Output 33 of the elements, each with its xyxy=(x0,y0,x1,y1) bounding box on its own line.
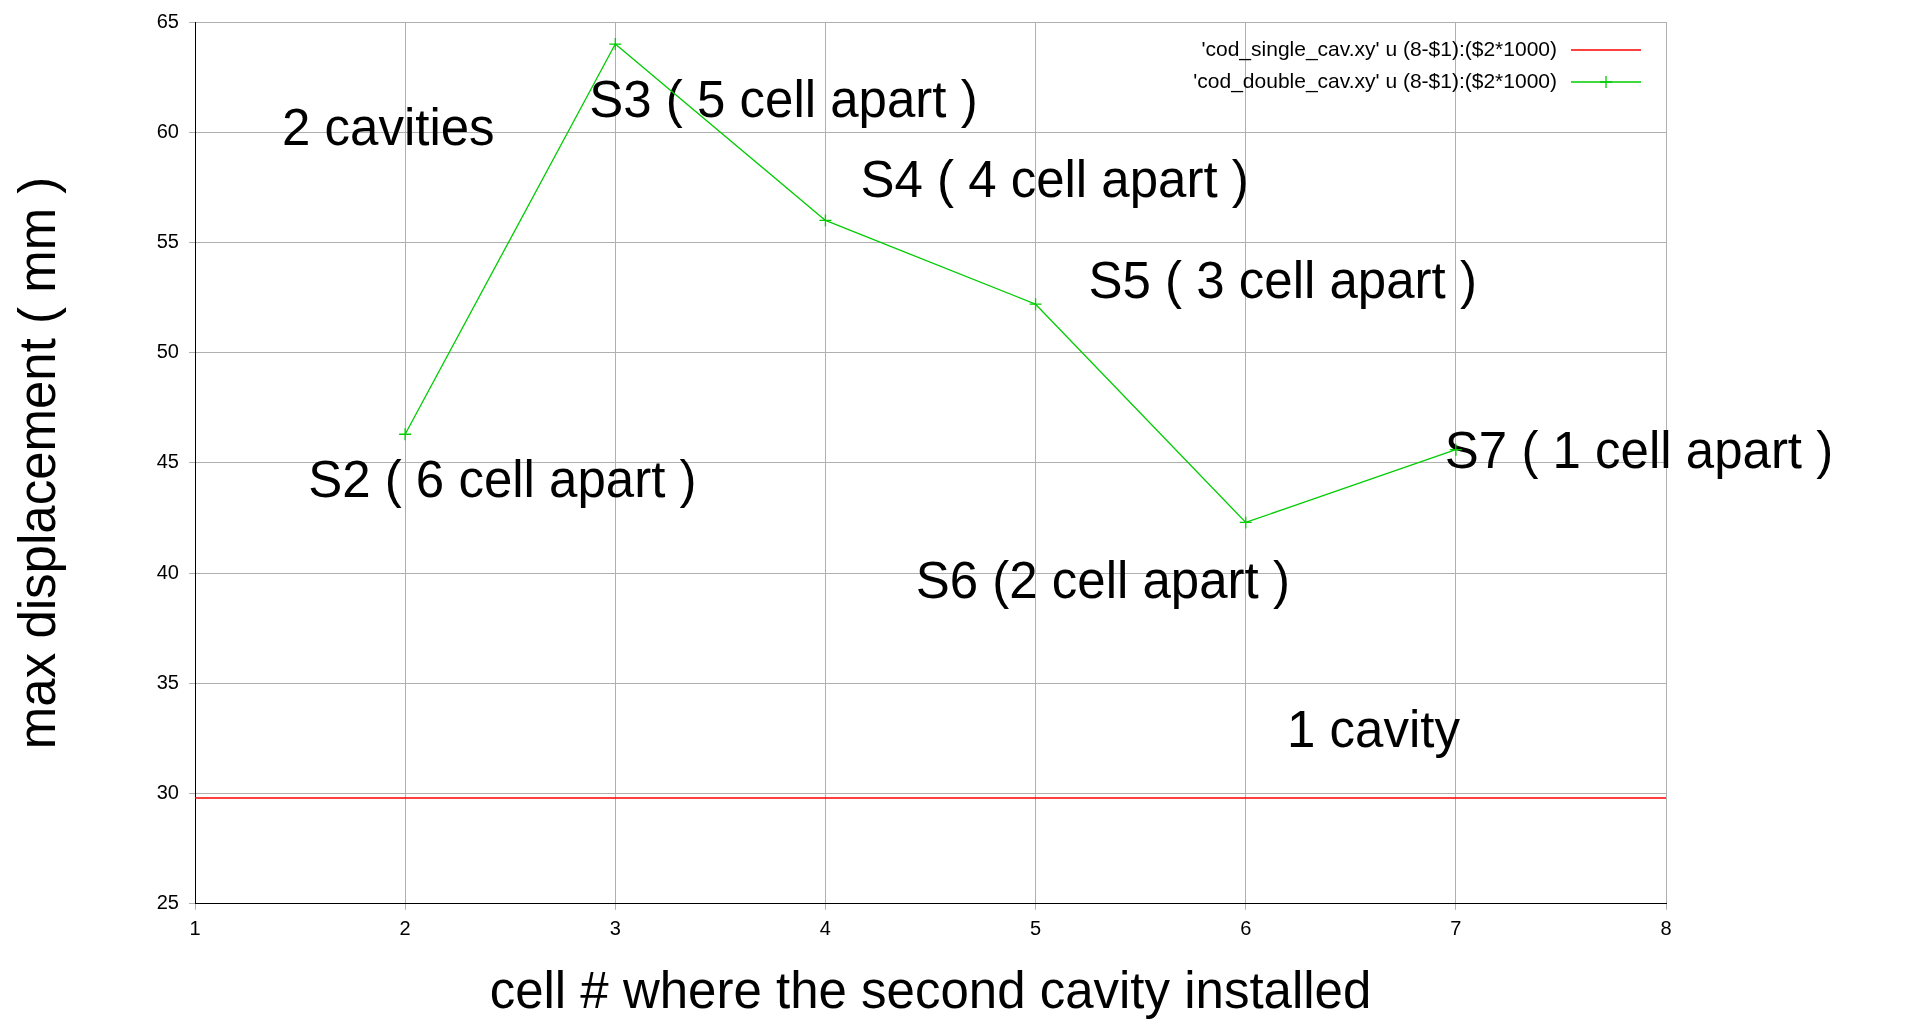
x-tick-label: 6 xyxy=(1240,917,1252,940)
point xyxy=(398,427,412,441)
legend-label: 'cod_double_cav.xy' u (8-$1):($2*1000) xyxy=(1193,68,1557,93)
annotation: S6 (2 cell apart ) xyxy=(915,552,1290,610)
y-tick-label: 65 xyxy=(156,9,179,32)
x-tick-label: 4 xyxy=(819,917,831,940)
y-axis-title: max displacement ( mm ) xyxy=(8,176,66,750)
x-axis-title: cell # where the second cavity installed xyxy=(489,962,1372,1020)
x-tick-label: 1 xyxy=(189,917,201,940)
y-tick-label: 35 xyxy=(156,670,179,693)
y-tick-label: 60 xyxy=(156,119,179,142)
x-tick-label: 2 xyxy=(399,917,411,940)
x-tick-label: 7 xyxy=(1450,917,1462,940)
y-tick-label: 30 xyxy=(156,781,179,804)
point xyxy=(1239,515,1253,530)
annotation: S2 ( 6 cell apart ) xyxy=(308,451,697,509)
x-tick-label: 8 xyxy=(1660,917,1672,940)
y-tick-label: 40 xyxy=(156,560,179,583)
x-tick-label: 3 xyxy=(609,917,621,940)
legend-label: 'cod_single_cav.xy' u (8-$1):($2*1000) xyxy=(1201,36,1557,61)
point xyxy=(1028,297,1043,311)
annotation: 2 cavities xyxy=(282,99,495,157)
y-tick-label: 50 xyxy=(156,340,179,363)
point xyxy=(608,37,622,51)
annotation: S5 ( 3 cell apart ) xyxy=(1088,252,1477,310)
point xyxy=(818,213,833,228)
annotation: 1 cavity xyxy=(1287,701,1461,759)
y-tick-label: 55 xyxy=(156,229,179,252)
y-tick-label: 45 xyxy=(156,450,179,473)
annotation: S7 ( 1 cell apart ) xyxy=(1444,421,1834,479)
annotation: S4 ( 4 cell apart ) xyxy=(860,151,1249,209)
x-tick-label: 5 xyxy=(1030,917,1042,940)
y-tick-label: 25 xyxy=(156,891,179,914)
